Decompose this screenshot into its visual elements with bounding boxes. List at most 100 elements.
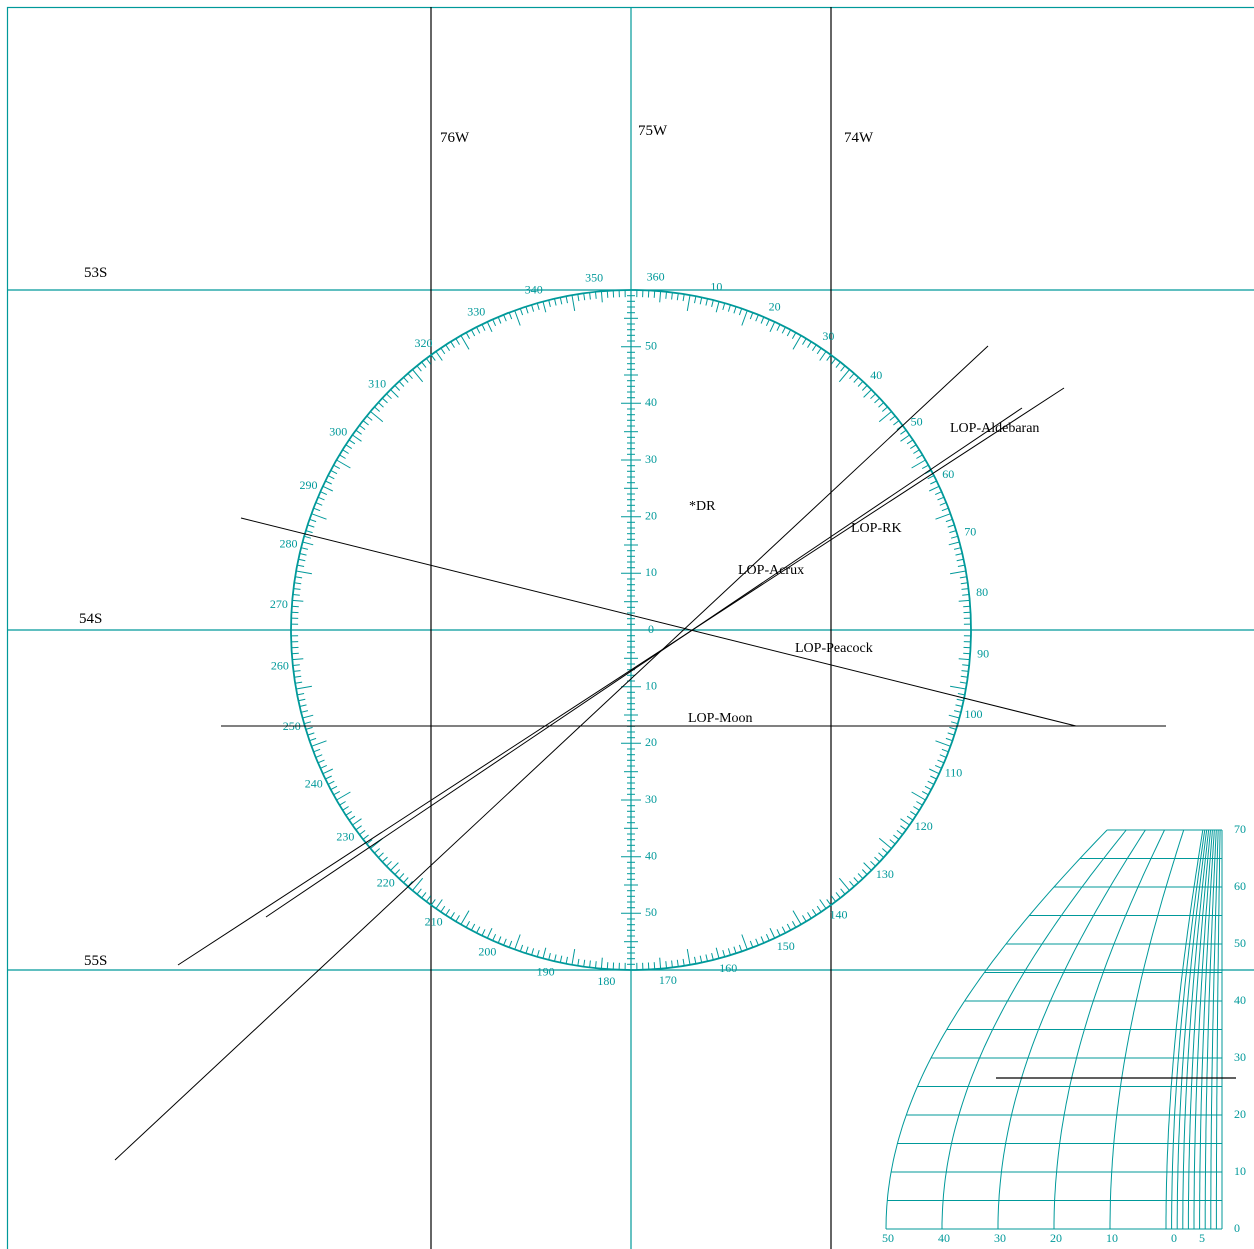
compass-tick [945, 737, 953, 742]
compass-tick [595, 291, 597, 299]
compass-tick [398, 873, 405, 880]
compass-tick [878, 411, 892, 423]
compass-tick [807, 341, 812, 348]
compass-tick [327, 780, 335, 785]
compass-tick [503, 314, 507, 322]
compass-tick [311, 513, 327, 520]
compass-tick [699, 297, 703, 305]
compass-tick [304, 721, 312, 725]
compass-tick [336, 459, 351, 469]
compass-degree-label: 360 [647, 270, 665, 284]
compass-tick [292, 594, 300, 596]
compass-degree-label: 320 [415, 336, 433, 350]
longitude-scale-latitude-label: 40 [1234, 993, 1246, 1007]
compass-tick [492, 933, 497, 941]
compass-tick [881, 406, 888, 412]
compass-tick [425, 895, 432, 902]
compass-degree-label: 270 [270, 597, 288, 611]
compass-tick [450, 341, 455, 348]
compass-degree-label: 280 [280, 536, 298, 550]
compass-tick [910, 810, 917, 816]
compass-degree-label: 260 [271, 659, 289, 673]
compass-tick [960, 582, 968, 585]
compass-tick [953, 547, 962, 550]
compass-degree-label: 170 [659, 973, 677, 987]
parallel-54s-label: 54S [79, 611, 102, 627]
compass-tick [786, 923, 792, 931]
compass-degree-label: 70 [964, 524, 976, 538]
compass-tick [769, 321, 776, 333]
minute-scale-labels: 50 40 30 20 10 0 10 20 30 40 50 [645, 338, 657, 919]
compass-degree-label: 330 [467, 304, 485, 318]
compass-tick [455, 915, 460, 922]
compass-tick [476, 926, 481, 934]
compass-tick [362, 834, 369, 840]
compass-tick [950, 570, 966, 575]
compass-degree-label: 240 [305, 776, 323, 790]
compass-tick [913, 449, 920, 454]
compass-tick [589, 960, 591, 968]
compass-tick [962, 594, 970, 596]
compass-tick [878, 402, 885, 408]
compass-tick [460, 910, 470, 925]
compass-tick [325, 480, 332, 485]
compass-tick [435, 351, 443, 361]
longitude-scale-minute-label: 20 [1050, 1231, 1062, 1245]
compass-tick [291, 605, 299, 608]
compass-tick [870, 393, 876, 400]
compass-tick [928, 768, 940, 775]
minute-scale-label: 10 [645, 678, 657, 692]
compass-tick [835, 361, 841, 368]
compass-tick [348, 439, 356, 445]
compass-tick [755, 938, 759, 946]
compass-tick [838, 369, 850, 383]
compass-tick [916, 454, 923, 459]
compass-tick [386, 393, 392, 400]
compass-tick [300, 547, 309, 550]
compass-tick [950, 685, 966, 690]
compass-tick [430, 899, 436, 906]
compass-tick [403, 877, 409, 884]
compass-tick [953, 710, 962, 713]
compass-degree-label: 30 [822, 329, 834, 343]
compass-degree-label: 210 [425, 914, 443, 928]
compass-tick [307, 732, 315, 736]
longitude-scale-latitude-label: 50 [1234, 936, 1246, 950]
compass-tick [838, 877, 850, 891]
compass-tick [913, 806, 920, 811]
compass-tick [671, 292, 673, 300]
compass-tick [727, 304, 731, 312]
compass-degree-labels: 3601020304050607080901001101201301401501… [270, 270, 989, 988]
compass-degree-label: 230 [336, 829, 354, 843]
compass-tick [304, 535, 312, 539]
compass-tick [298, 558, 306, 562]
meridian-74w-label: 74W [844, 130, 874, 146]
compass-tick [722, 303, 726, 311]
compass-tick [292, 658, 304, 661]
compass-tick [715, 301, 720, 313]
compass-tick [760, 316, 765, 324]
compass-tick [831, 358, 836, 365]
compass-tick [694, 296, 697, 304]
compass-tick [906, 439, 914, 445]
compass-tick [711, 952, 714, 961]
compass-tick [421, 892, 427, 899]
compass-degree-label: 90 [977, 646, 989, 660]
compass-tick [542, 301, 547, 313]
compass-tick [878, 852, 885, 858]
compass-tick [403, 376, 409, 383]
compass-tick [781, 926, 786, 934]
compass-tick [811, 344, 817, 351]
compass-tick [755, 314, 759, 322]
compass-degree-label: 20 [769, 299, 781, 313]
compass-tick [554, 954, 557, 962]
compass-tick [425, 358, 432, 365]
compass-tick [559, 955, 563, 963]
compass-tick [536, 303, 540, 311]
compass-tick [786, 329, 792, 337]
compass-tick [893, 420, 900, 426]
lop-aldebaran-label: LOP-Aldebaran [950, 421, 1039, 436]
compass-tick [760, 936, 765, 944]
compass-tick [398, 380, 405, 387]
compass-tick [963, 652, 971, 655]
